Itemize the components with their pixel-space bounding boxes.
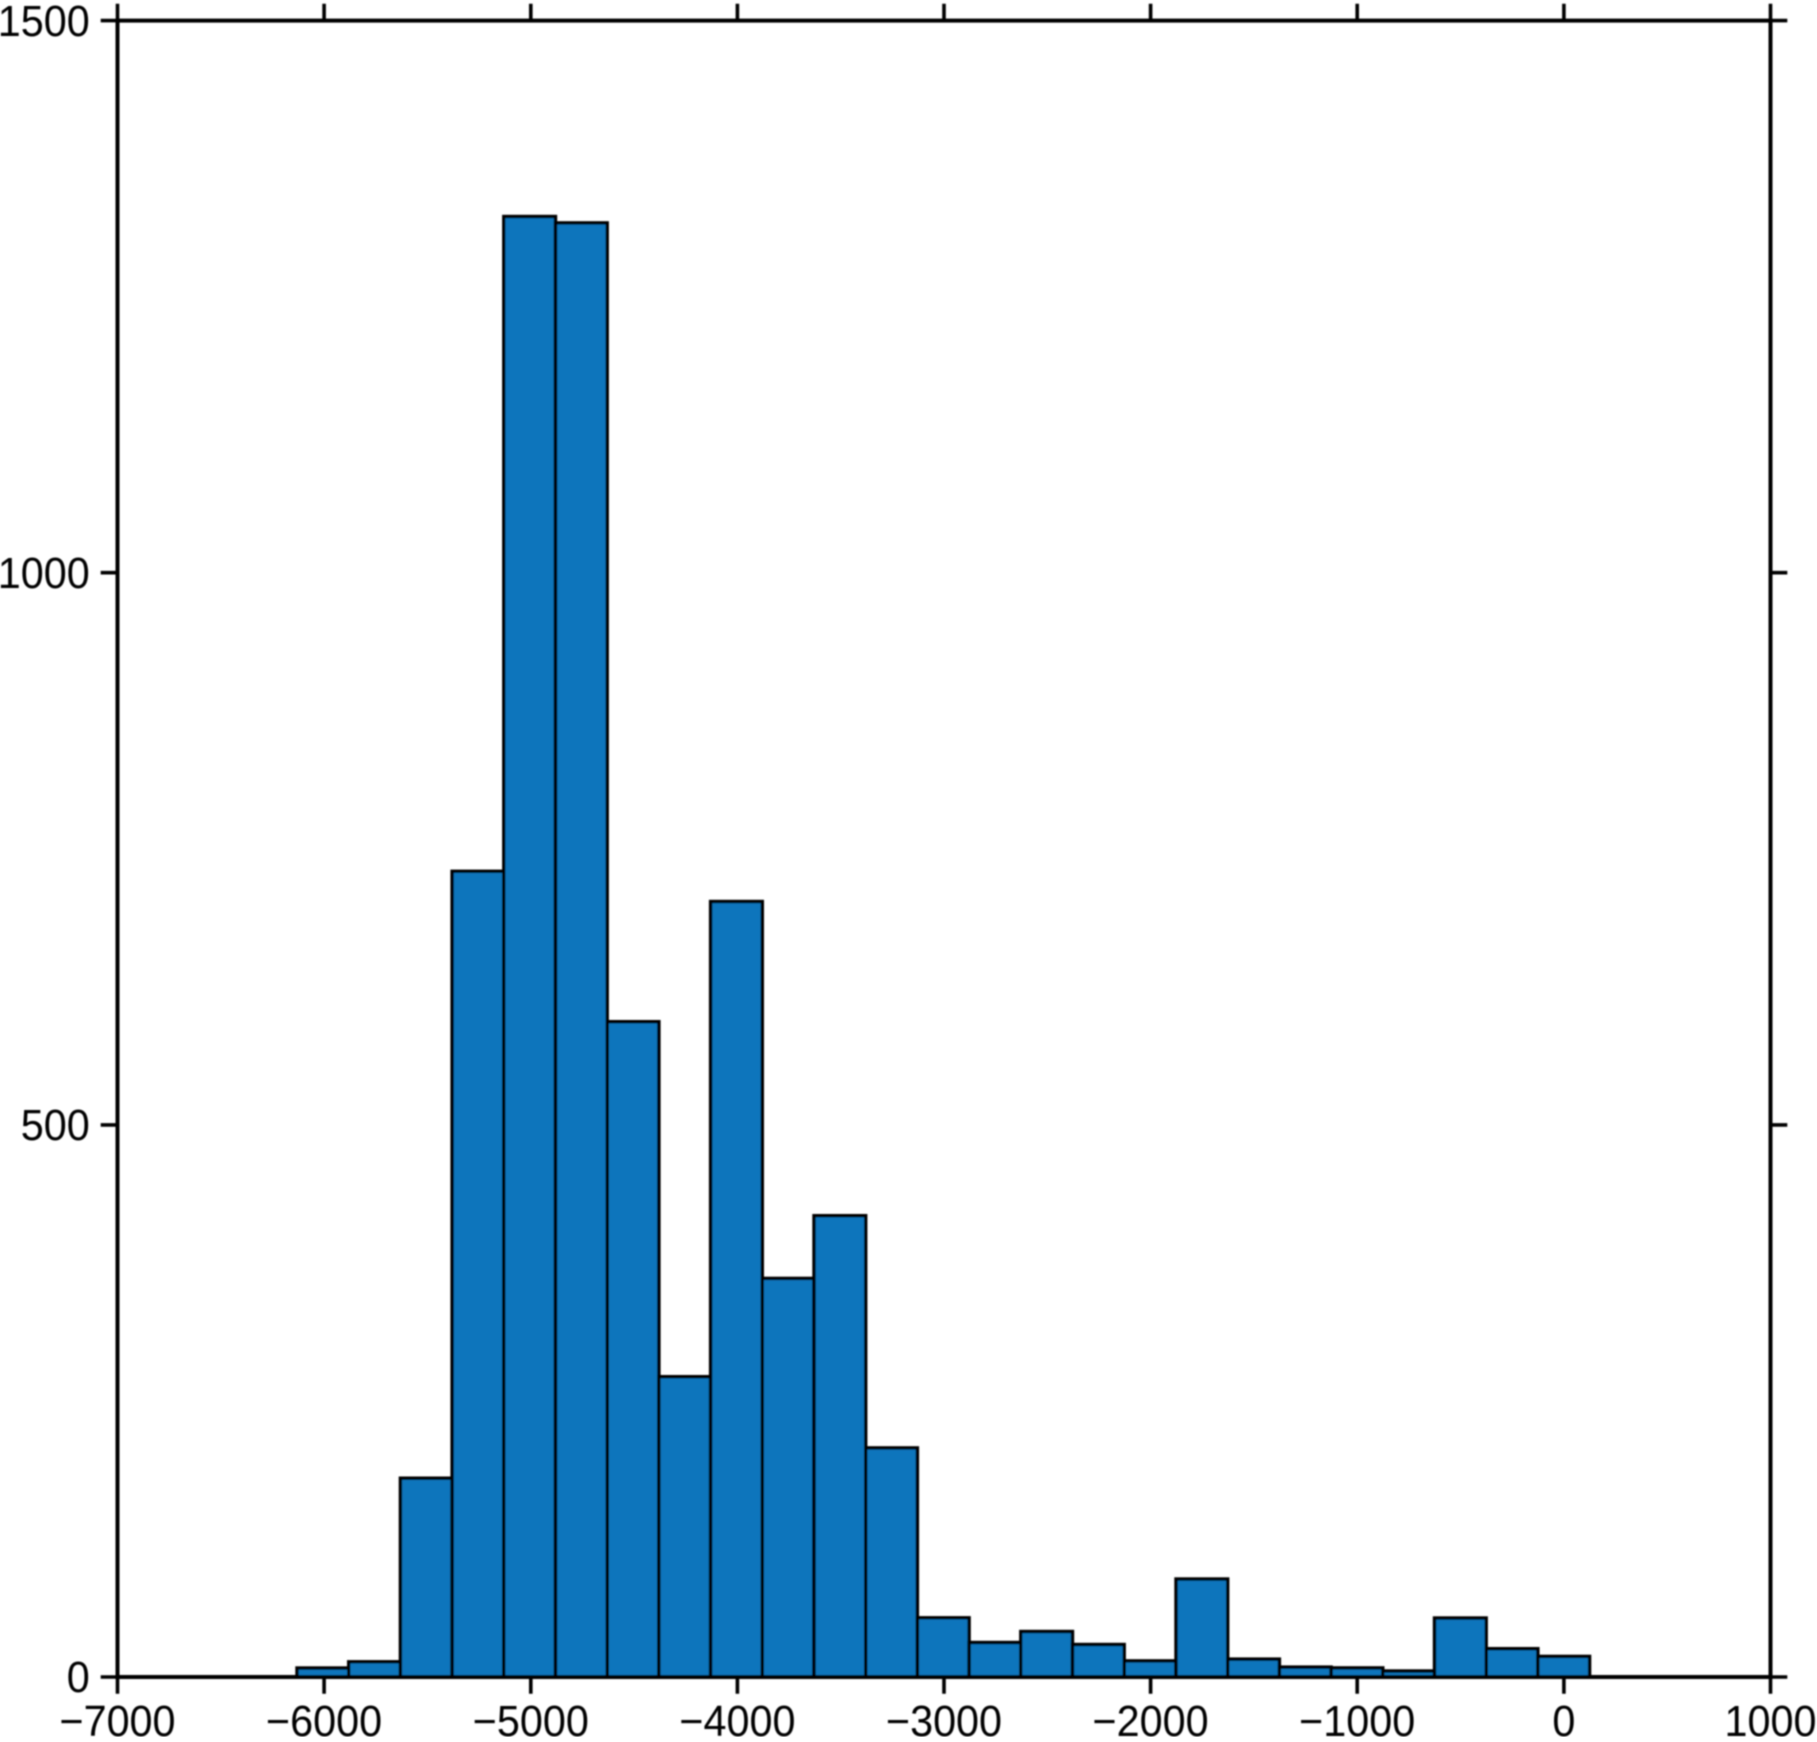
svg-text:−1000: −1000	[1299, 1698, 1415, 1737]
svg-text:500: 500	[21, 1102, 90, 1150]
svg-text:0: 0	[1552, 1698, 1575, 1737]
svg-text:−2000: −2000	[1093, 1698, 1209, 1737]
svg-text:−3000: −3000	[886, 1698, 1002, 1737]
svg-text:−5000: −5000	[473, 1698, 589, 1737]
svg-text:1000: 1000	[1725, 1698, 1817, 1737]
svg-text:−4000: −4000	[679, 1698, 795, 1737]
svg-text:1500: 1500	[0, 0, 90, 46]
svg-text:1000: 1000	[0, 550, 90, 598]
svg-text:−6000: −6000	[266, 1698, 382, 1737]
svg-text:−7000: −7000	[59, 1698, 175, 1737]
svg-text:0: 0	[67, 1654, 90, 1702]
